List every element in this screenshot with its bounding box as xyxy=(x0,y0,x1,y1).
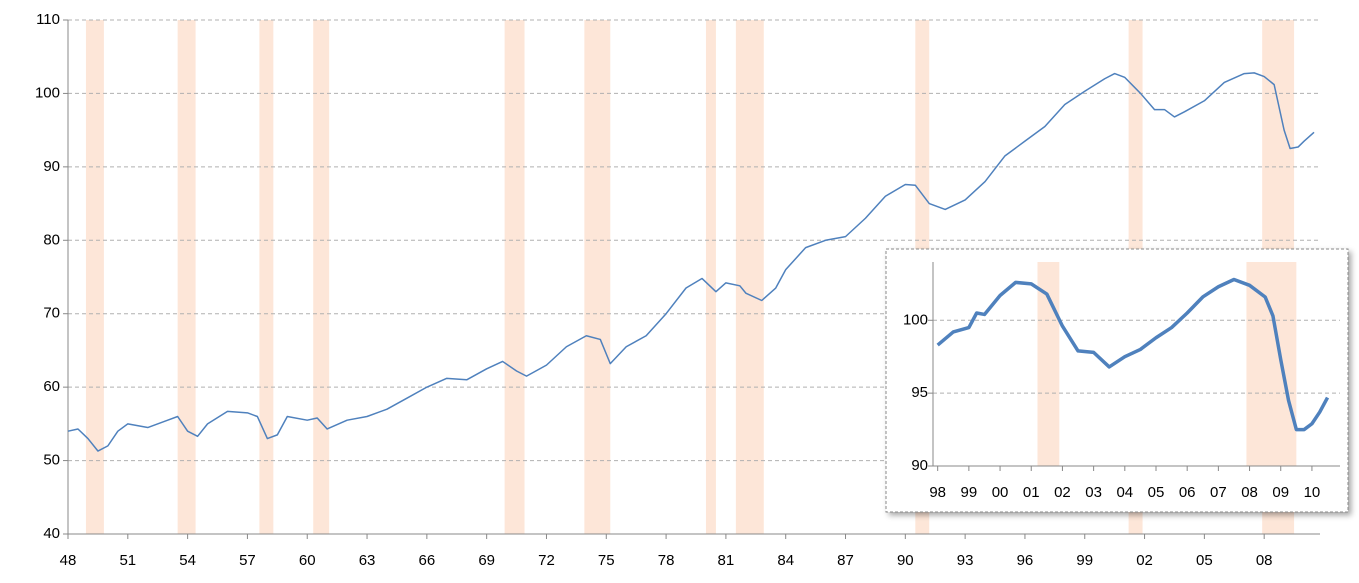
x-tick-label: 04 xyxy=(1116,484,1133,501)
x-tick-label: 98 xyxy=(929,484,946,501)
recession-band xyxy=(705,20,716,534)
x-tick-label: 72 xyxy=(538,552,555,569)
x-tick-label: 63 xyxy=(359,552,376,569)
data-line xyxy=(936,277,1330,432)
x-tick-label: 99 xyxy=(961,484,978,501)
x-tick-label: 99 xyxy=(1076,552,1093,569)
x-tick-label: 05 xyxy=(1148,484,1165,501)
y-tick-label: 50 xyxy=(43,452,60,469)
x-tick-label: 00 xyxy=(992,484,1009,501)
x-tick-label: 01 xyxy=(1023,484,1040,501)
x-tick-label: 05 xyxy=(1196,552,1213,569)
x-tick-label: 08 xyxy=(1256,552,1273,569)
recession-band xyxy=(313,20,330,534)
recession-band xyxy=(584,20,611,534)
x-tick-label: 10 xyxy=(1304,484,1321,501)
x-tick-label: 54 xyxy=(179,552,196,569)
x-tick-label: 07 xyxy=(1210,484,1227,501)
y-tick-label: 90 xyxy=(911,457,928,474)
x-tick-label: 66 xyxy=(419,552,436,569)
x-tick-label: 81 xyxy=(718,552,735,569)
x-tick-label: 08 xyxy=(1241,484,1258,501)
x-tick-label: 87 xyxy=(837,552,854,569)
x-tick-label: 02 xyxy=(1136,552,1153,569)
x-tick-label: 93 xyxy=(957,552,974,569)
recession-band xyxy=(504,20,525,534)
y-tick-label: 60 xyxy=(43,378,60,395)
recession-band xyxy=(177,20,196,534)
y-tick-label: 100 xyxy=(903,311,928,328)
inset-chart: 90 95 100 98 99 00 01 02 03 04 05 06 07 08 09 10 xyxy=(903,262,1340,501)
recession-band xyxy=(259,20,274,534)
recession-band xyxy=(1037,262,1060,466)
x-tick-label: 60 xyxy=(299,552,316,569)
x-tick-label: 09 xyxy=(1272,484,1289,501)
y-tick-label: 90 xyxy=(43,158,60,175)
y-tick-label: 40 xyxy=(43,525,60,542)
y-tick-label: 95 xyxy=(911,384,928,401)
data-line xyxy=(67,72,1315,452)
x-tick-label: 90 xyxy=(897,552,914,569)
x-tick-label: 78 xyxy=(658,552,675,569)
x-tick-label: 06 xyxy=(1179,484,1196,501)
recession-band xyxy=(735,20,764,534)
x-tick-label: 51 xyxy=(119,552,136,569)
x-tick-label: 96 xyxy=(1017,552,1034,569)
x-tick-label: 75 xyxy=(598,552,615,569)
x-tick-label: 84 xyxy=(777,552,794,569)
recession-band xyxy=(1246,262,1297,466)
x-tick-label: 02 xyxy=(1054,484,1071,501)
x-tick-label: 48 xyxy=(60,552,77,569)
y-tick-label: 80 xyxy=(43,231,60,248)
x-tick-label: 57 xyxy=(239,552,256,569)
y-tick-label: 70 xyxy=(43,305,60,322)
x-tick-label: 03 xyxy=(1085,484,1102,501)
y-tick-label: 110 xyxy=(36,11,60,28)
x-tick-label: 69 xyxy=(478,552,495,569)
y-tick-label: 100 xyxy=(35,84,60,101)
recession-band xyxy=(85,20,104,534)
